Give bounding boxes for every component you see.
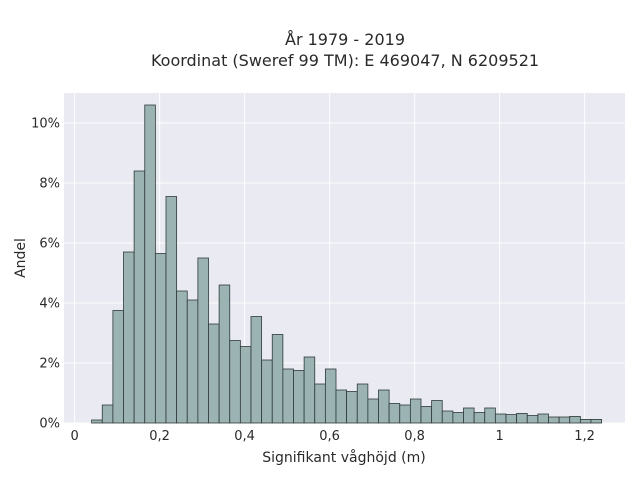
y-tick-label-2: 4% (39, 297, 60, 312)
histogram-bar-21 (314, 383, 326, 424)
histogram-bar-46 (579, 418, 592, 424)
histogram-bar-37 (484, 407, 496, 424)
histogram-bar-10 (197, 257, 209, 424)
histogram-bar-3 (123, 251, 135, 424)
histogram-bar-0 (91, 419, 103, 424)
histogram-bar-28 (388, 403, 401, 424)
x-tick-label-1: 0,2 (149, 429, 170, 444)
x-tick-label-6: 1,2 (574, 429, 595, 444)
histogram-bar-44 (558, 416, 571, 424)
x-tick-label-0: 0 (70, 429, 78, 444)
histogram-bar-2 (112, 310, 124, 424)
histogram-bar-39 (505, 414, 518, 424)
histogram-bar-5 (144, 104, 156, 424)
histogram-bar-35 (463, 407, 475, 424)
histogram-bar-1 (101, 404, 114, 424)
x-tick-label-4: 0,8 (404, 429, 425, 444)
y-tick-label-3: 6% (39, 237, 60, 252)
histogram-bar-32 (431, 400, 443, 424)
histogram-bar-20 (303, 356, 316, 424)
histogram-bar-31 (420, 406, 433, 424)
histogram-bar-15 (250, 316, 263, 424)
histogram-bar-41 (526, 415, 539, 424)
histogram-bar-42 (537, 413, 549, 424)
chart-title-line2: Koordinat (Sweref 99 TM): E 469047, N 62… (151, 51, 539, 70)
histogram-bar-16 (261, 359, 273, 424)
histogram-bar-30 (409, 398, 422, 424)
histogram-bar-13 (229, 340, 241, 424)
histogram-bar-17 (271, 334, 284, 424)
histogram-bar-23 (335, 389, 348, 424)
histogram-bar-27 (378, 389, 390, 424)
y-tick-label-5: 10% (31, 117, 60, 132)
x-tick-label-2: 0,4 (234, 429, 255, 444)
y-tick-label-0: 0% (39, 417, 60, 432)
histogram-bar-25 (356, 383, 369, 424)
x-tick-label-3: 0,6 (319, 429, 340, 444)
histogram-bar-7 (165, 196, 178, 424)
histogram-bar-4 (133, 170, 146, 424)
histogram-bar-11 (208, 323, 220, 424)
histogram-bar-18 (282, 368, 294, 424)
histogram-bar-22 (324, 368, 337, 424)
histogram-bar-9 (186, 299, 199, 424)
histogram-bar-38 (494, 413, 507, 424)
histogram-bar-29 (399, 404, 411, 424)
histogram-bar-47 (590, 418, 603, 424)
histogram-bar-33 (441, 410, 454, 424)
histogram-bar-34 (452, 412, 464, 424)
histogram-bar-6 (154, 253, 167, 424)
histogram-bar-8 (176, 290, 188, 424)
histogram-bar-12 (218, 284, 231, 424)
x-axis-ticks: 0 0,2 0,4 0,6 0,8 1 1,2 (70, 429, 594, 444)
x-axis-label: Signifikant våghöjd (m) (262, 449, 425, 466)
histogram-bar-43 (548, 416, 560, 424)
histogram-bar-40 (516, 412, 528, 424)
histogram-bar-26 (367, 398, 379, 424)
histogram-bar-24 (346, 391, 358, 424)
y-axis-ticks: 0% 2% 4% 6% 8% 10% (31, 117, 60, 432)
y-axis-label: Andel (13, 238, 29, 278)
histogram-bar-14 (239, 346, 252, 424)
histogram-bar-19 (293, 370, 305, 424)
histogram-bar-45 (569, 415, 581, 424)
bars (91, 104, 603, 424)
chart-title-line1: År 1979 - 2019 (285, 30, 405, 49)
y-tick-label-4: 8% (39, 177, 60, 192)
x-tick-label-5: 1 (495, 429, 503, 444)
y-tick-label-1: 2% (39, 357, 60, 372)
histogram-bar-36 (473, 412, 486, 424)
